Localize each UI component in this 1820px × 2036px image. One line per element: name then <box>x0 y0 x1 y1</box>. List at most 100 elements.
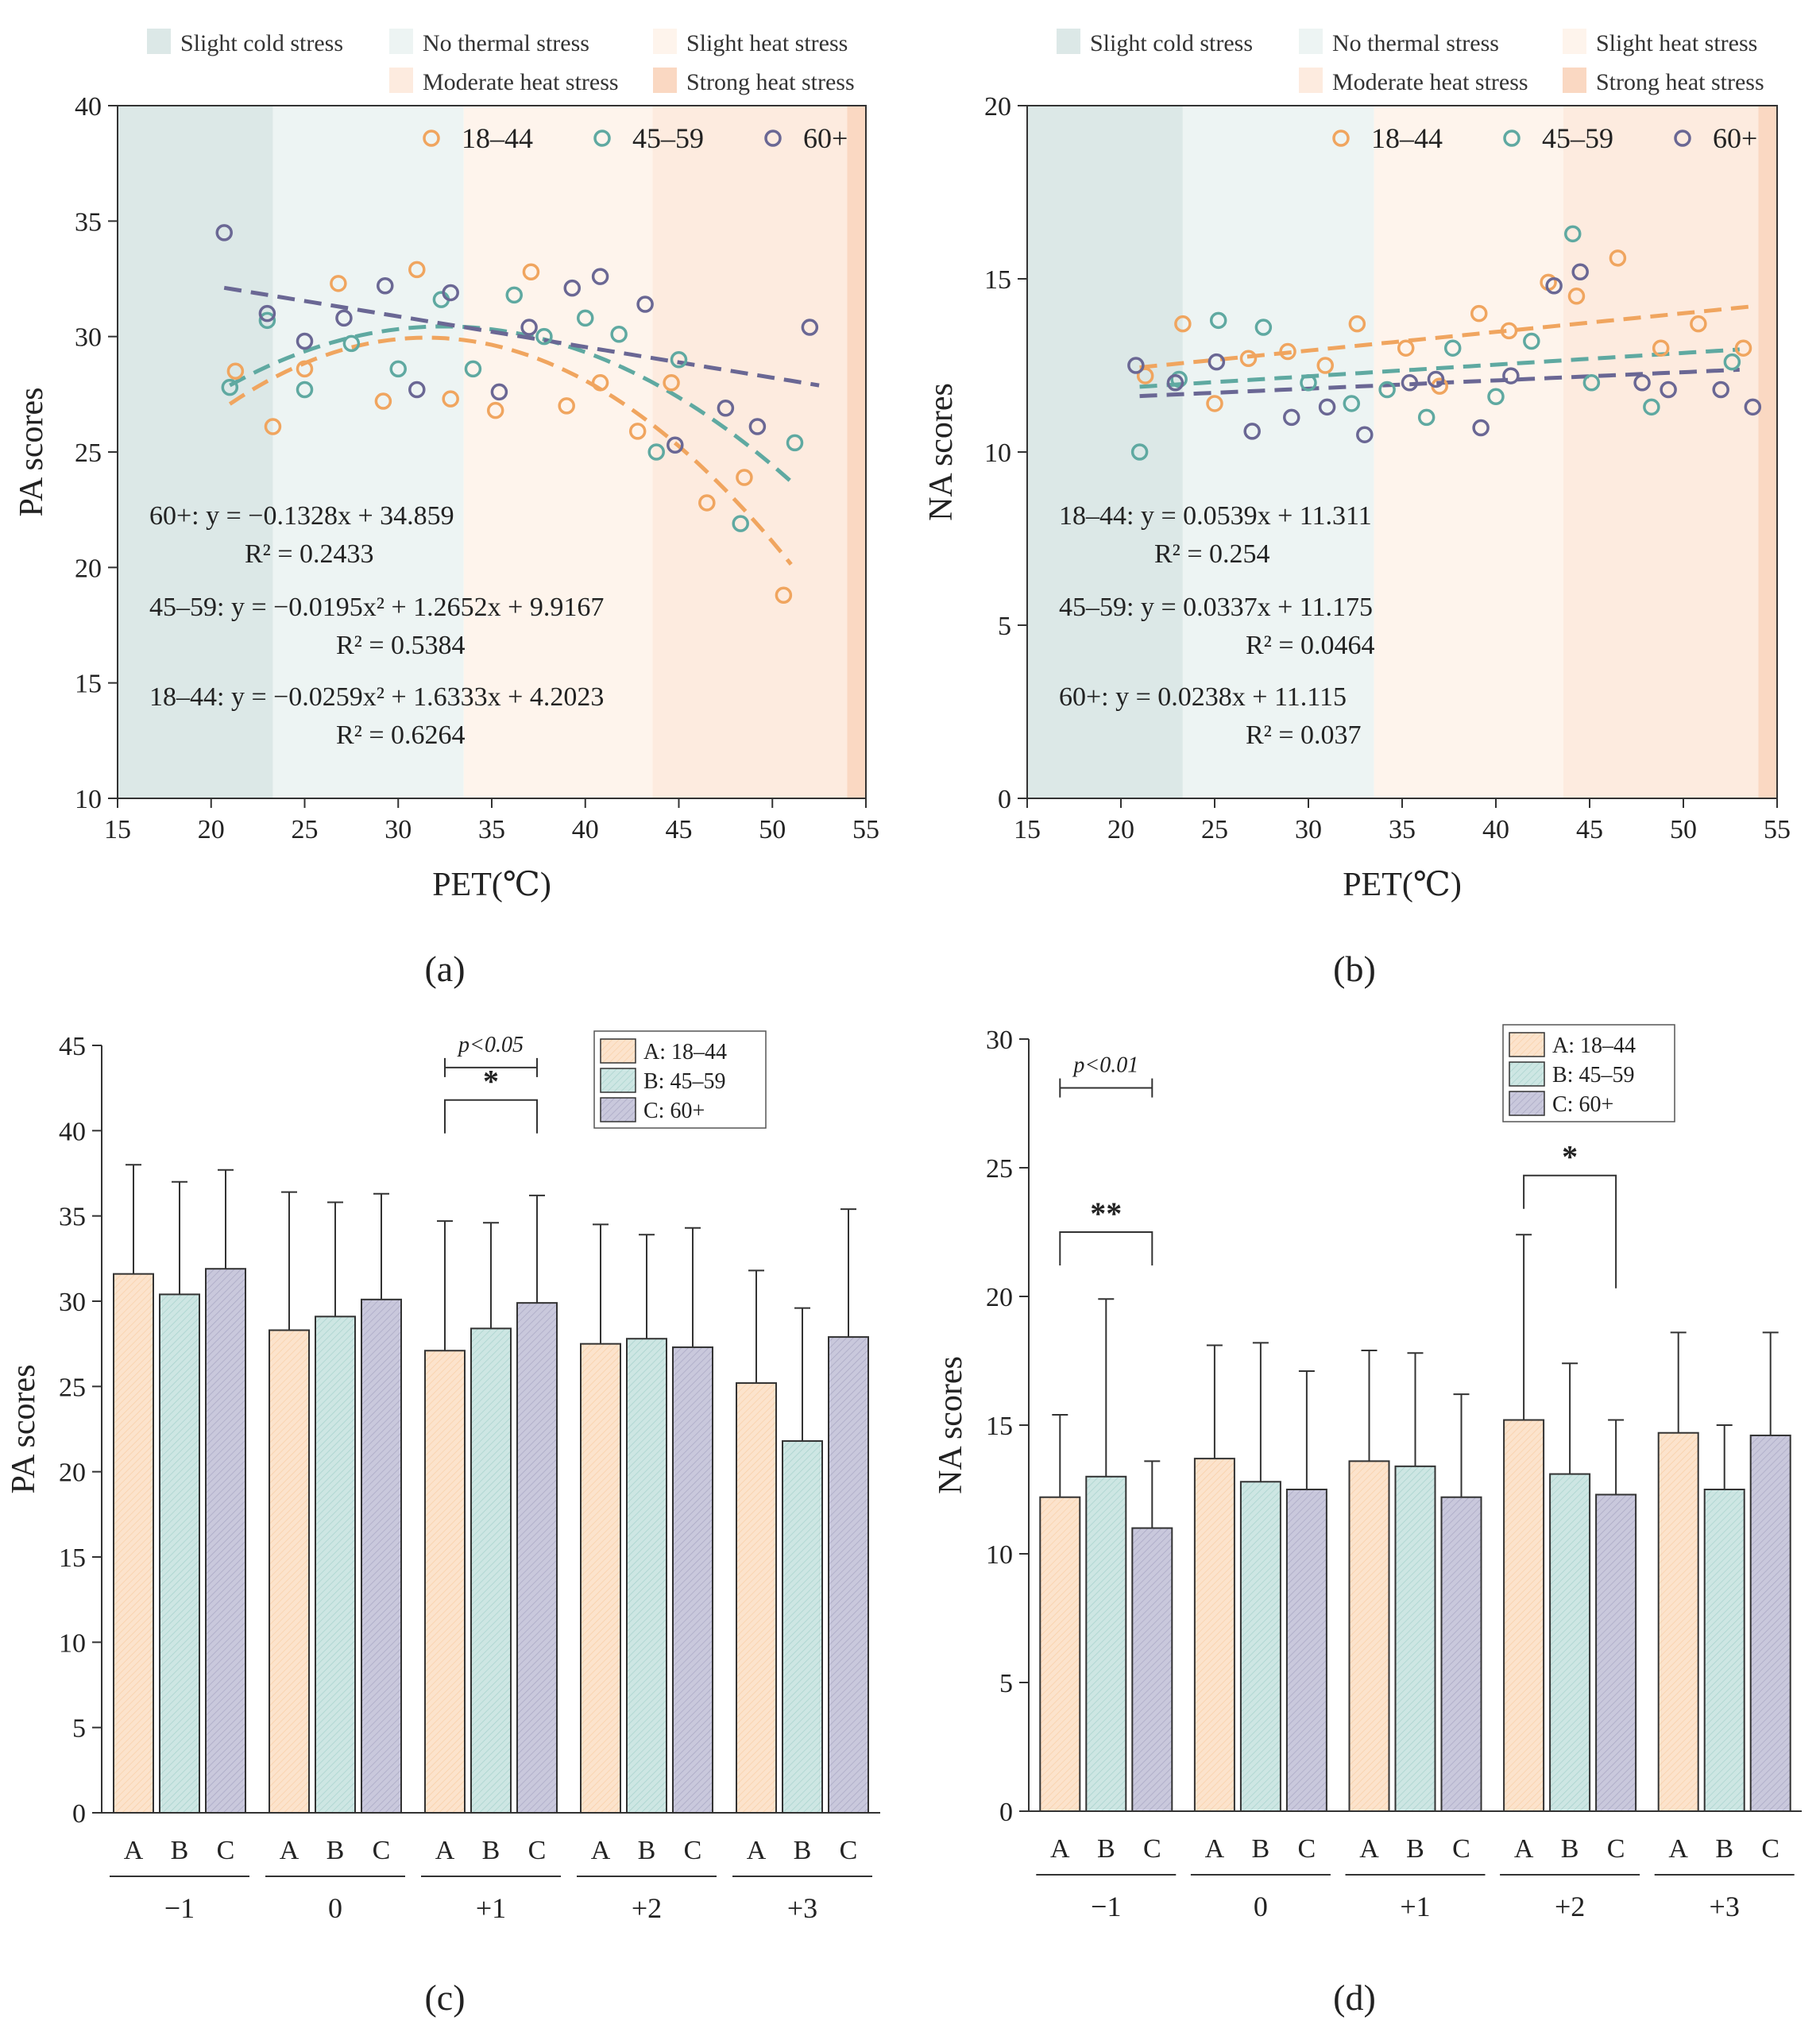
regression-equation: 60+: y = −0.1328x + 34.859 <box>149 501 454 531</box>
data-point <box>330 275 347 292</box>
bar-sub-label: C <box>1298 1834 1316 1864</box>
y-tick-label: 35 <box>59 1203 86 1232</box>
bar <box>1595 1493 1637 1812</box>
bar <box>1440 1496 1482 1812</box>
data-point <box>1571 263 1589 281</box>
y-axis-label: NA scores <box>923 383 960 521</box>
bar-sub-label: B <box>794 1836 812 1865</box>
y-tick-label: 10 <box>59 1628 86 1658</box>
p-value-label: p<0.05 <box>457 1033 524 1057</box>
bar <box>1703 1489 1745 1812</box>
y-tick-label: 30 <box>75 323 102 353</box>
y-tick-label: 35 <box>75 207 102 237</box>
y-tick-label: 45 <box>59 1032 86 1061</box>
data-point <box>1502 367 1520 384</box>
data-point <box>520 319 538 336</box>
category-label: +3 <box>787 1892 817 1924</box>
y-axis-label: PA scores <box>6 1365 42 1494</box>
y-tick-label: 40 <box>59 1117 86 1146</box>
data-point <box>1254 319 1273 336</box>
data-point <box>505 286 524 304</box>
bar-sub-label: C <box>1607 1834 1625 1864</box>
bar <box>1394 1465 1436 1812</box>
data-point <box>636 296 654 313</box>
series-legend-marker <box>1674 129 1691 147</box>
data-point <box>1734 339 1752 357</box>
zone-legend-swatch <box>1563 68 1586 93</box>
data-point <box>1206 395 1223 412</box>
category-label: +1 <box>476 1892 506 1924</box>
data-point <box>670 350 688 369</box>
significance-stars: * <box>483 1064 499 1099</box>
data-point <box>442 390 459 408</box>
data-point <box>786 434 804 452</box>
x-axis-label: PET(℃) <box>1343 867 1462 903</box>
data-point <box>610 326 628 343</box>
y-tick-label: 15 <box>986 1412 1013 1441</box>
bar-sub-label: B <box>327 1836 345 1865</box>
data-point <box>591 374 609 392</box>
y-tick-label: 25 <box>75 438 102 468</box>
data-point <box>408 381 426 399</box>
data-point <box>1723 353 1741 371</box>
bar-sub-label: C <box>1143 1834 1161 1864</box>
bar-legend-label: C: 60+ <box>1552 1092 1613 1117</box>
data-point <box>1545 276 1563 295</box>
data-point <box>628 423 647 440</box>
bar-sub-label: C <box>1761 1834 1779 1864</box>
x-tick-label: 50 <box>1670 815 1697 844</box>
data-point <box>1443 339 1462 357</box>
zone-legend-swatch <box>1299 68 1323 93</box>
bar-sub-label: A <box>280 1836 299 1865</box>
bar-legend-swatch <box>600 1068 636 1093</box>
data-point <box>1356 426 1374 443</box>
bar-sub-label: C <box>1452 1834 1470 1864</box>
x-axis-label: PET(℃) <box>432 867 551 903</box>
series-legend-marker <box>1332 129 1350 147</box>
data-point <box>1690 315 1707 333</box>
bar-sub-label: A <box>1050 1834 1070 1864</box>
data-point <box>1283 408 1300 427</box>
bar <box>1657 1431 1699 1812</box>
data-point <box>1318 398 1336 416</box>
bar-sub-label: B <box>638 1836 656 1865</box>
y-tick-label: 5 <box>999 1669 1013 1698</box>
data-point <box>1166 374 1184 392</box>
bar-legend-swatch <box>1509 1091 1545 1116</box>
data-point <box>1174 315 1192 333</box>
bar-sub-label: A <box>1668 1834 1688 1864</box>
data-point <box>1279 342 1296 361</box>
bar <box>470 1327 512 1814</box>
data-point <box>464 360 482 378</box>
y-tick-label: 15 <box>59 1543 86 1573</box>
zone-band <box>1563 106 1759 798</box>
fit-line-18–44 <box>228 335 793 566</box>
x-tick-label: 55 <box>1764 815 1791 844</box>
x-tick-label: 20 <box>1107 815 1134 844</box>
zone-legend-label: No thermal stress <box>1332 30 1499 56</box>
series-legend-marker <box>593 129 611 147</box>
bar <box>1285 1489 1327 1812</box>
zone-band <box>1027 106 1183 798</box>
significance-bracket <box>1059 1231 1153 1265</box>
data-point <box>1243 423 1261 440</box>
bar-sub-label: A <box>1359 1834 1379 1864</box>
data-point <box>258 304 276 323</box>
bar <box>424 1350 466 1814</box>
bar-legend-swatch <box>600 1097 636 1122</box>
bar-sub-label: A <box>591 1836 611 1865</box>
x-tick-label: 15 <box>1014 815 1041 844</box>
data-point <box>748 418 767 435</box>
panel-label: (b) <box>1333 948 1376 989</box>
x-tick-label: 50 <box>759 815 786 844</box>
series-legend-marker <box>1503 129 1521 147</box>
significance-bracket <box>444 1099 538 1134</box>
bar-sub-label: C <box>528 1836 547 1865</box>
series-legend-marker <box>423 129 440 147</box>
data-point <box>1633 374 1651 392</box>
bar <box>1131 1527 1173 1812</box>
panel-b-scatter-na: Slight cold stress No thermal stress Sligh… <box>923 29 1791 989</box>
x-tick-label: 25 <box>292 815 319 844</box>
zone-legend-label: Slight cold stress <box>180 30 343 56</box>
